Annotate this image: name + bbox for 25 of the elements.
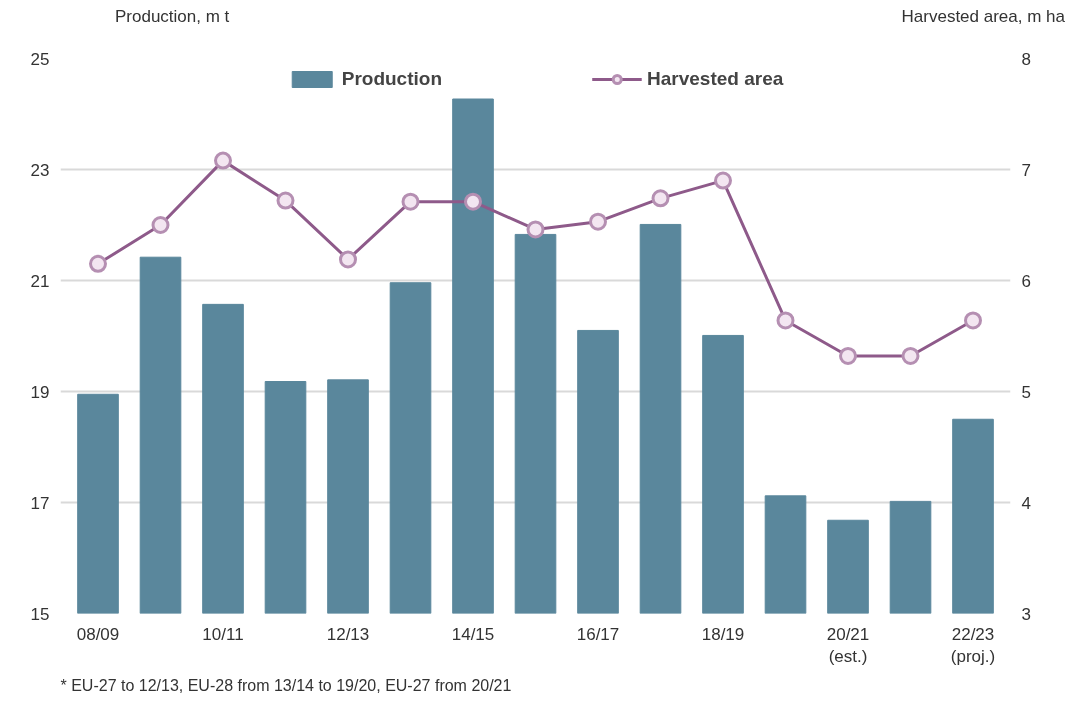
y2-tick-label: 3 [1021,604,1031,624]
y2-tick-label: 4 [1021,493,1031,513]
y2-tick-label: 6 [1021,271,1031,291]
y-tick-label: 15 [30,604,50,624]
y2-tick-label: 8 [1021,49,1031,69]
x-tick-label: 14/15 [451,624,495,644]
y-tick-label: 23 [30,160,50,180]
x-tick-label: 16/17 [576,624,620,644]
x-tick-label: 20/21 (est.) [826,624,870,667]
x-tick-label: 22/23 (proj.) [950,624,996,667]
text: * EU-27 to 12/13, EU-28 from 13/14 to 19/20, EU-27 from 20/21 [60,676,512,694]
y-axis-title: Production, m t [115,6,230,28]
legend-label: Production [341,68,443,90]
x-tick-label: 12/13 [326,624,370,644]
y-tick-label: 17 [30,493,50,513]
y-tick-label: 25 [30,49,50,69]
legend-label: Harvested area [647,68,784,90]
x-tick-label: 10/11 [202,624,244,644]
y2-tick-label: 7 [1021,160,1031,180]
y2-tick-label: 5 [1021,382,1031,402]
y-tick-label: 19 [30,382,50,402]
y-tick-label: 21 [30,271,50,291]
x-tick-label: 18/19 [701,624,745,644]
y2-axis-title: Harvested area, m ha [901,6,1065,28]
x-tick-label: 08/09 [76,624,120,644]
